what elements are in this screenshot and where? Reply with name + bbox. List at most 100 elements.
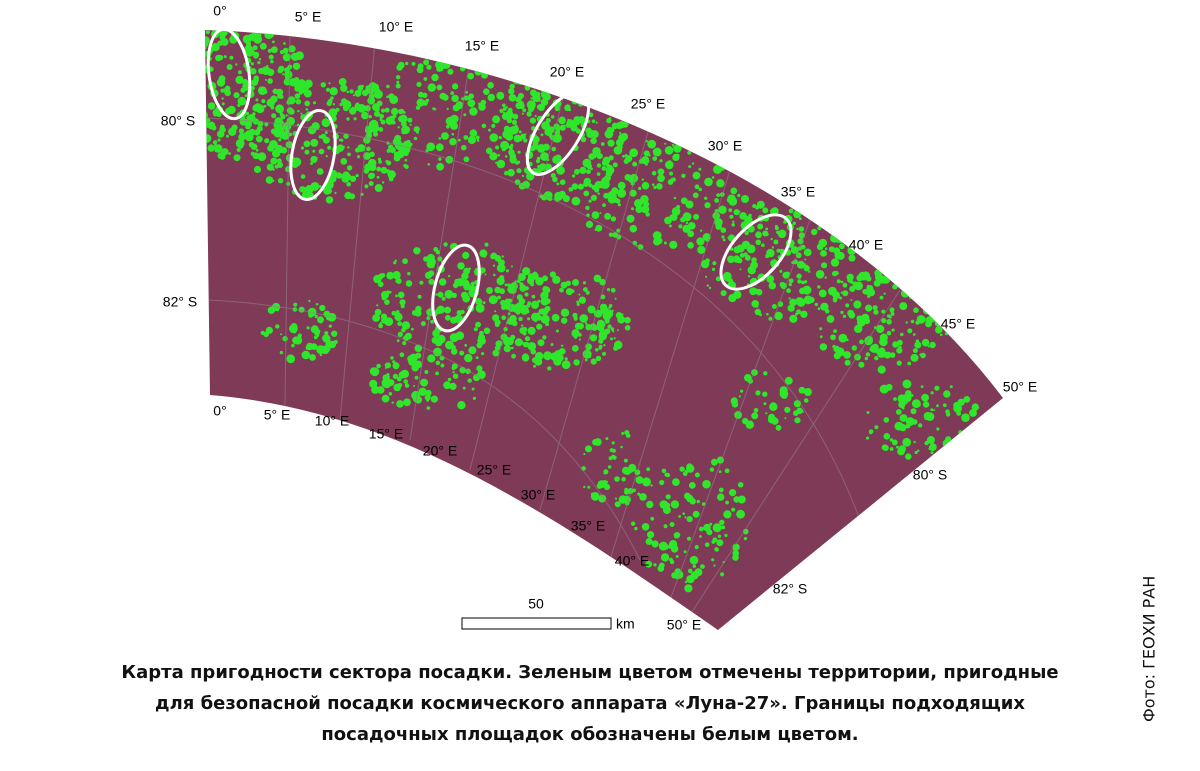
suitable-patch [915,320,920,325]
suitable-patch [600,142,605,146]
suitable-patch [196,105,200,109]
suitable-patch [428,278,435,285]
suitable-patch [479,249,488,258]
suitable-patch [437,334,446,344]
suitable-patch [721,235,725,239]
suitable-patch [768,282,776,290]
suitable-patch [910,408,917,415]
suitable-patch [658,541,668,551]
suitable-patch [804,258,807,261]
suitable-patch [381,181,385,184]
suitable-patch [411,363,420,372]
suitable-patch [757,223,764,230]
suitable-patch [533,364,537,368]
suitable-patch [399,140,402,143]
suitable-patch [612,162,618,168]
suitable-patch [817,206,826,215]
suitable-patch [953,403,962,413]
suitable-patch [535,91,541,97]
suitable-patch [308,299,311,303]
suitable-patch [811,228,818,236]
suitable-patch [395,75,401,80]
suitable-patch [914,341,922,349]
suitable-patch [423,59,430,66]
suitable-patch [475,356,479,360]
suitable-patch [276,89,282,96]
suitable-patch [526,111,532,117]
suitable-patch [340,138,344,142]
suitable-patch [733,246,741,254]
suitable-patch [739,253,745,258]
suitable-patch [277,178,284,184]
suitable-patch [328,108,338,117]
suitable-patch [711,176,715,179]
suitable-patch [585,205,590,211]
suitable-patch [229,55,234,60]
suitable-patch [414,375,419,380]
suitable-patch [694,545,699,550]
suitable-patch [822,222,827,227]
suitable-patch [355,174,359,178]
suitable-patch [300,112,303,115]
suitable-patch [573,316,578,321]
suitable-patch [363,114,368,119]
suitable-patch [392,271,401,280]
suitable-patch [610,287,616,293]
suitable-patch [697,245,706,254]
suitable-patch [699,526,704,532]
suitable-patch [537,165,541,169]
suitable-patch [704,542,710,547]
suitable-patch [586,353,592,359]
suitable-patch [599,212,602,215]
suitable-patch [836,279,841,284]
suitable-patch [398,115,405,123]
suitable-patch [468,346,477,355]
suitable-patch [195,51,197,53]
suitable-patch [516,160,521,164]
suitable-patch [607,465,612,469]
suitable-patch [676,572,679,575]
suitable-patch [579,84,586,92]
suitable-patch [420,321,426,327]
suitable-patch [419,280,424,285]
suitable-patch [617,188,627,198]
suitable-patch [624,325,631,331]
suitable-patch [720,290,727,297]
suitable-patch [566,80,575,90]
suitable-patch [372,83,376,86]
suitable-patch [458,138,461,142]
suitable-patch [536,323,543,330]
suitable-patch [583,485,586,489]
suitable-patch [486,287,493,294]
suitable-patch [715,276,721,282]
suitable-patch [668,224,672,228]
suitable-patch [556,182,560,186]
suitable-patch [279,350,284,355]
suitable-patch [718,205,727,214]
suitable-patch [487,93,495,102]
suitable-patch [357,85,364,91]
suitable-patch [561,317,568,324]
suitable-patch [219,153,226,160]
suitable-patch [797,279,802,284]
suitable-patch [524,336,531,342]
suitable-patch [214,144,223,153]
suitable-patch [404,164,409,169]
suitable-patch [842,282,848,288]
suitable-patch [224,85,231,92]
suitable-patch [863,318,871,325]
suitable-patch [744,216,753,225]
suitable-patch [300,174,306,179]
suitable-patch [261,99,266,104]
suitable-patch [205,48,206,54]
longitude-label: 40° E [615,553,649,569]
suitable-patch [432,329,440,338]
suitable-patch [346,90,350,94]
suitable-patch [815,270,825,279]
suitable-patch [506,72,511,77]
suitable-patch [842,290,849,297]
suitable-patch [315,303,319,306]
suitable-patch [239,117,247,125]
suitable-patch [727,194,736,204]
suitable-patch [680,136,687,143]
